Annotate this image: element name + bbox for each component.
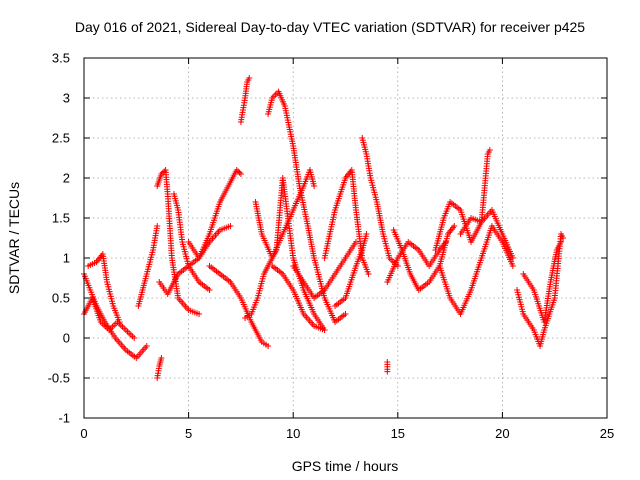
data-point [342,311,349,317]
x-tick-label: 0 [80,426,87,441]
y-tick-label: 3 [63,91,70,106]
y-axis-label: SDTVAR / TECUs [6,182,22,294]
data-point [557,239,564,245]
data-point [196,311,203,317]
axis-ticks: 0 5 10 15 20 25 -1 -0.5 0 0.5 1 1.5 2 2.5 3 3.5 [48,51,615,442]
y-tick-label: 2 [63,171,70,186]
chart-title: Day 016 of 2021, Sidereal Day-to-day VTE… [75,19,585,35]
data-point [246,75,253,81]
series-trace-q [321,167,372,277]
data-point [235,168,242,175]
series-trace-y [457,207,516,261]
y-tick-label: 0.5 [52,291,70,306]
data-point [233,167,240,173]
series-trace-s [359,135,401,269]
data-point [352,239,359,245]
series-trace-n [265,88,349,325]
series-trace-e [154,355,165,381]
y-tick-label: 0 [63,331,70,346]
series-trace-b [81,295,138,341]
data-points [81,75,567,381]
series-trace-x [436,223,516,317]
x-axis-label: GPS time / hours [292,458,399,474]
series-trace-j [206,263,272,349]
series-trace-r [332,231,370,309]
data-point [236,169,243,176]
series-trace-d [135,223,161,309]
data-point [321,327,328,333]
data-point [486,147,493,153]
plot-frame [83,57,608,419]
x-tick-label: 10 [286,426,300,441]
series-trace-c [85,251,123,325]
data-point [311,183,318,189]
series-trace-u [384,239,449,285]
data-point [265,343,272,349]
series-trace-m [252,175,328,333]
y-tick-label: 3.5 [52,51,70,66]
series-trace-w [432,147,493,253]
data-point [560,235,567,241]
data-point [384,368,391,375]
data-point [158,171,165,177]
data-point [365,271,372,277]
data-point [227,223,234,229]
series-trace-t [384,359,391,375]
series-trace-aa [520,239,564,325]
series-trace-i [185,167,244,261]
y-tick-label: 1 [63,251,70,266]
series-trace-v [390,223,458,293]
series-trace-h [170,191,213,293]
data-point [394,263,401,269]
x-tick-label: 5 [185,426,192,441]
data-point [363,231,370,237]
x-tick-label: 20 [495,426,509,441]
x-tick-label: 15 [391,426,405,441]
series-trace-f [154,167,203,317]
data-point [116,319,123,325]
y-tick-label: 2.5 [52,131,70,146]
series-trace-k [237,75,253,125]
data-point [509,263,516,269]
y-tick-label: -1 [58,411,70,426]
data-point [158,355,165,361]
y-tick-label: -0.5 [48,371,70,386]
data-point [154,223,161,229]
series-trace-p [290,239,359,301]
data-point [237,171,244,177]
x-tick-label: 25 [600,426,614,441]
series-trace-o [269,263,328,333]
data-point [131,335,138,341]
data-point [509,255,516,261]
y-tick-label: 1.5 [52,211,70,226]
series-trace-a [81,271,150,361]
series-trace-g [156,223,234,297]
data-point [143,343,150,349]
data-point [206,287,213,293]
data-point [451,223,458,229]
